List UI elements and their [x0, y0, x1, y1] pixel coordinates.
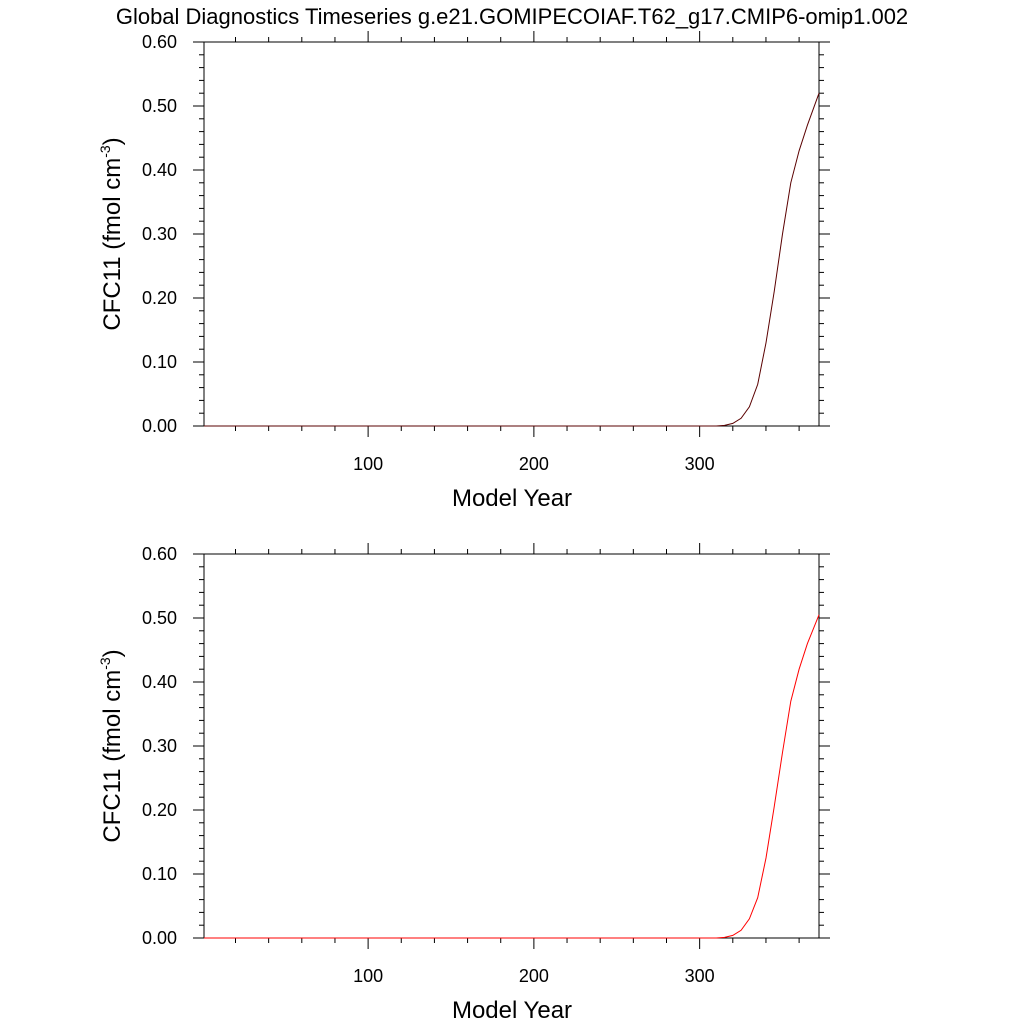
y-tick-label: 0.60: [142, 544, 177, 564]
y-tick-label: 0.60: [142, 32, 177, 52]
series-line: [204, 614, 820, 939]
x-tick-label: 300: [685, 966, 715, 986]
y-tick-label: 0.20: [142, 800, 177, 820]
chart-panel-bottom: Model Year CFC11 (fmol cm-3) 100 200 300 0.…: [97, 543, 830, 1024]
x-axis-title: Model Year: [452, 485, 572, 512]
y-tick-label: 0.10: [142, 864, 177, 884]
y-tick-label: 0.50: [142, 608, 177, 628]
y-axis-title: CFC11 (fmol cm-3): [97, 137, 126, 330]
y-tick-label: 0.40: [142, 672, 177, 692]
y-tick-label: 0.40: [142, 160, 177, 180]
y-tick-label: 0.30: [142, 224, 177, 244]
y-tick-label: 0.10: [142, 352, 177, 372]
x-tick-label: 100: [353, 966, 383, 986]
y-tick-label: 0.00: [142, 416, 177, 436]
y-tick-label: 0.20: [142, 288, 177, 308]
chart-panel-top: Model Year CFC11 (fmol cm-3) 100 200 300 0.…: [97, 31, 830, 512]
series-line: [204, 93, 820, 427]
y-axis-title: CFC11 (fmol cm-3): [97, 649, 126, 842]
x-tick-label: 100: [353, 454, 383, 474]
page-title: Global Diagnostics Timeseries g.e21.GOMI…: [116, 4, 908, 29]
plot-frame: [203, 41, 820, 427]
x-tick-label: 200: [519, 454, 549, 474]
y-tick-label: 0.30: [142, 736, 177, 756]
x-tick-label: 300: [685, 454, 715, 474]
x-axis-title: Model Year: [452, 997, 572, 1024]
y-tick-label: 0.50: [142, 96, 177, 116]
plot-frame: [203, 553, 820, 939]
x-tick-label: 200: [519, 966, 549, 986]
y-tick-label: 0.00: [142, 928, 177, 948]
